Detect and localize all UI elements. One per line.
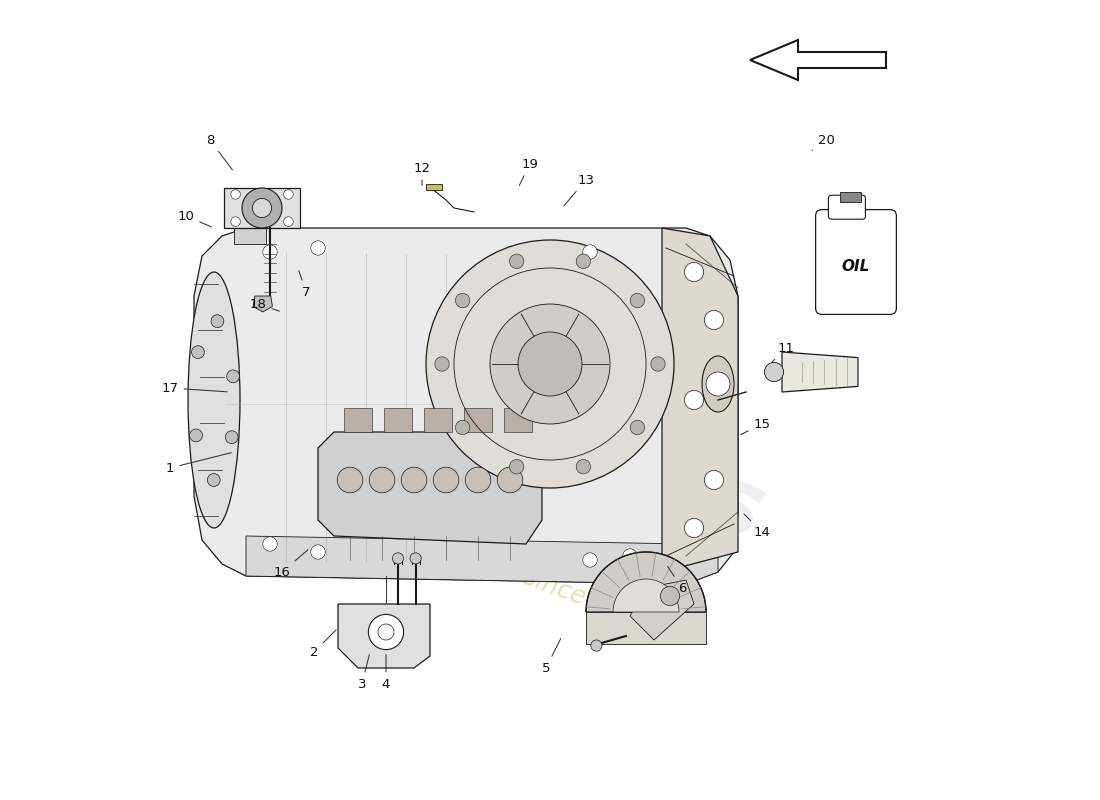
Polygon shape [662,228,738,572]
Text: 2: 2 [310,630,336,658]
Text: 14: 14 [744,514,770,538]
Circle shape [684,390,704,410]
Text: 5: 5 [541,638,561,674]
Polygon shape [782,352,858,392]
Circle shape [393,553,404,564]
Text: 11: 11 [772,342,794,362]
Polygon shape [384,408,412,432]
Polygon shape [246,536,718,584]
Polygon shape [338,604,430,668]
Circle shape [433,467,459,493]
Circle shape [189,429,202,442]
Text: 18: 18 [250,298,279,311]
Circle shape [764,362,783,382]
Circle shape [338,467,363,493]
Circle shape [490,304,610,424]
Circle shape [455,420,470,434]
Polygon shape [343,408,373,432]
Polygon shape [253,296,273,312]
Circle shape [191,346,205,358]
Text: 3: 3 [358,654,370,690]
Wedge shape [586,552,706,612]
Circle shape [684,518,704,538]
Circle shape [509,254,524,269]
Circle shape [378,624,394,640]
Circle shape [311,545,326,559]
Circle shape [630,420,645,434]
Circle shape [242,188,282,228]
Circle shape [402,467,427,493]
Circle shape [583,553,597,567]
Text: 6: 6 [668,566,686,594]
Circle shape [706,372,730,396]
Text: OIL: OIL [842,259,870,274]
Circle shape [263,537,277,551]
Text: 4: 4 [382,654,390,690]
Polygon shape [194,228,738,584]
Circle shape [434,357,449,371]
Circle shape [208,474,220,486]
Text: 20: 20 [812,134,835,150]
Text: a passion for cars since 1985: a passion for cars since 1985 [304,486,656,634]
Circle shape [684,262,704,282]
Text: 8: 8 [206,134,232,170]
Circle shape [576,254,591,269]
Text: 10: 10 [177,210,211,227]
Circle shape [226,430,238,443]
Polygon shape [318,432,542,544]
Circle shape [583,245,597,259]
Circle shape [263,245,277,259]
Circle shape [370,467,395,493]
Polygon shape [426,184,442,190]
Polygon shape [504,408,532,432]
Polygon shape [586,612,706,644]
Text: eurospares: eurospares [183,270,777,562]
Polygon shape [234,224,266,244]
Text: 16: 16 [274,550,308,578]
Text: 1: 1 [166,453,231,474]
Ellipse shape [188,272,240,528]
Circle shape [231,217,241,226]
Circle shape [465,467,491,493]
Circle shape [231,190,241,199]
Circle shape [252,198,272,218]
Ellipse shape [702,356,734,412]
Circle shape [576,459,591,474]
Circle shape [591,640,602,651]
Circle shape [211,314,223,327]
Text: 15: 15 [740,418,770,434]
Polygon shape [223,188,300,228]
Text: 13: 13 [564,174,594,206]
Text: 19: 19 [519,158,538,186]
Circle shape [284,217,294,226]
Circle shape [630,294,645,308]
Bar [839,192,861,202]
Circle shape [227,370,240,382]
Circle shape [455,294,470,308]
Polygon shape [424,408,452,432]
Text: 17: 17 [162,382,228,394]
Circle shape [410,553,421,564]
Text: 12: 12 [414,162,430,186]
Circle shape [704,470,724,490]
Wedge shape [613,579,679,612]
FancyBboxPatch shape [815,210,896,314]
Polygon shape [630,580,694,640]
Polygon shape [463,408,493,432]
Circle shape [518,332,582,396]
Text: 7: 7 [299,270,310,298]
Polygon shape [750,40,886,80]
Circle shape [509,459,524,474]
Circle shape [311,241,326,255]
Circle shape [660,586,680,606]
Circle shape [651,357,666,371]
Circle shape [704,310,724,330]
Circle shape [497,467,522,493]
Circle shape [368,614,404,650]
Circle shape [623,549,637,563]
FancyBboxPatch shape [828,195,866,219]
Circle shape [284,190,294,199]
Circle shape [426,240,674,488]
